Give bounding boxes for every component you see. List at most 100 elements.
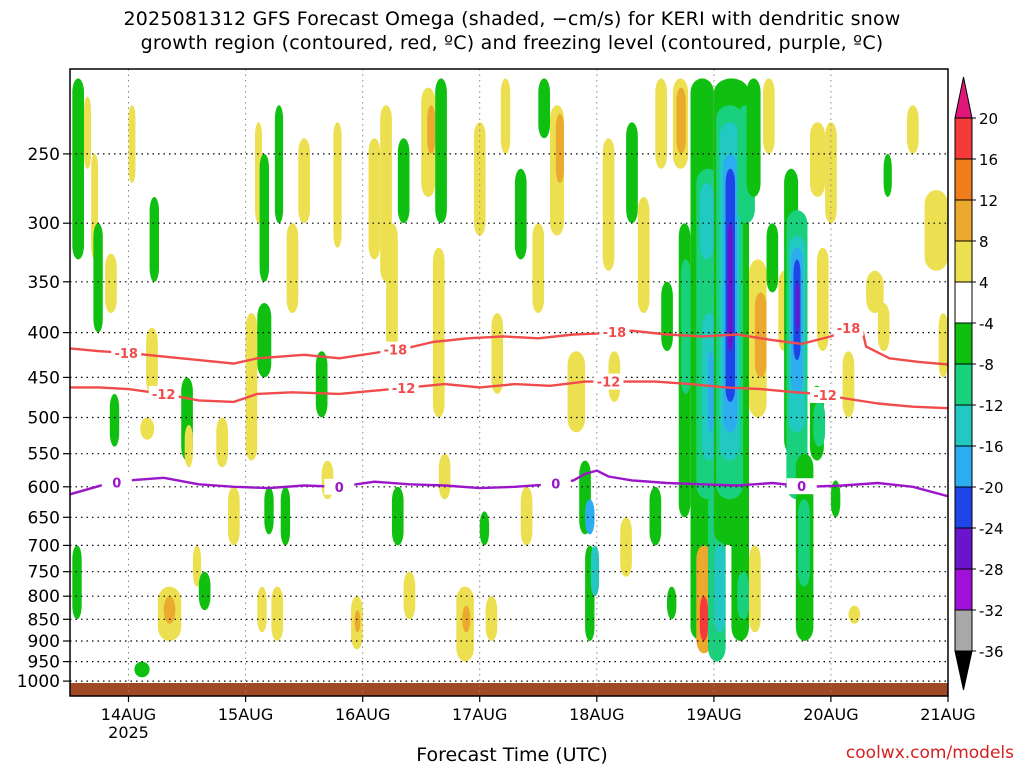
contour-line--18: [70, 319, 948, 366]
colorbar-label-7: -12: [979, 397, 1004, 415]
omega-shade-1: [84, 96, 91, 169]
omega-shade-40: [397, 138, 410, 224]
colorbar-swatch-9: [954, 445, 973, 488]
omega-shade-98: [754, 292, 767, 378]
omega-shade-20: [245, 313, 258, 461]
omega-shade-5: [109, 393, 120, 447]
colorbar-label-10: -24: [979, 520, 1004, 538]
omega-shade-60: [567, 351, 586, 433]
colorbar-label-8: -16: [979, 438, 1004, 456]
omega-shade-0: [72, 78, 84, 260]
x-tick-label-17: 17AUG: [452, 705, 507, 724]
omega-shade-99: [749, 545, 761, 633]
omega-shade-72: [661, 281, 673, 352]
omega-shade-84: [699, 596, 708, 641]
colorbar-label-2: 12: [979, 192, 998, 210]
colorbar-swatch-8: [954, 404, 973, 447]
omega-shade-65: [602, 138, 615, 271]
chart-title-line2: growth region (contoured, red, ºC) and f…: [140, 32, 884, 54]
omega-shade-4: [105, 253, 117, 314]
y-tick-label-950: 950: [28, 653, 60, 673]
contour-label--12-2: -12: [597, 376, 621, 391]
colorbar-label-11: -28: [979, 561, 1004, 579]
omega-shade-71: [655, 78, 667, 169]
omega-shade-116: [830, 480, 841, 518]
surface-fill: [70, 683, 948, 696]
colorbar-label-3: 8: [979, 233, 989, 251]
omega-shade-95: [737, 571, 749, 620]
omega-shade-49: [473, 122, 486, 236]
contour-label--18-0: -18: [114, 347, 138, 362]
colorbar-swatch-11: [954, 527, 973, 570]
omega-shade-86: [713, 545, 726, 633]
y-tick-label-500: 500: [28, 409, 60, 429]
colorbar-swatch-0: [954, 76, 973, 119]
omega-shade-82: [708, 351, 714, 433]
omega-shade-9: [140, 417, 155, 440]
x-axis-label: Forecast Time (UTC): [416, 744, 608, 766]
omega-shade-67: [620, 517, 632, 577]
colorbar-label-6: -8: [979, 356, 994, 374]
colorbar-label-12: -32: [979, 602, 1004, 620]
omega-shade-94: [731, 499, 749, 641]
omega-shade-38: [386, 223, 398, 352]
x-tick-label-15: 15AUG: [218, 705, 273, 724]
omega-shade-122: [907, 105, 919, 154]
y-tick-label-700: 700: [28, 536, 60, 556]
omega-shade-10: [149, 197, 159, 282]
omega-shade-31: [315, 351, 328, 418]
contour-label-bg-0-1: [324, 478, 355, 495]
omega-shade-80: [699, 183, 714, 260]
contour-label-bg--18-1: [380, 341, 411, 358]
colorbar-swatch-7: [954, 363, 973, 406]
colorbar-swatch-5: [954, 281, 973, 324]
colorbar-swatch-14: [954, 650, 973, 691]
omega-shade-23: [257, 303, 272, 378]
omega-shade-96: [746, 78, 761, 197]
y-tick-label-450: 450: [28, 368, 60, 388]
chart-title-line1: 2025081312 GFS Forecast Omega (shaded, −…: [123, 8, 901, 30]
omega-shade-115: [825, 122, 837, 224]
axis-ticks: 2503003504004505005506006507007508008509…: [17, 145, 976, 742]
colorbar-label-0: 20: [979, 110, 998, 128]
omega-shade-118: [848, 605, 861, 624]
contour-label-bg--12-0: [148, 385, 179, 402]
y-tick-label-600: 600: [28, 478, 60, 498]
omega-shade-57: [538, 78, 550, 139]
colorbar-label-5: -4: [979, 315, 994, 333]
omega-shade-114: [816, 247, 829, 352]
omega-shade-113: [813, 401, 826, 447]
y-tick-label-750: 750: [28, 563, 60, 583]
colorbar-swatch-13: [954, 609, 973, 652]
omega-shade-45: [435, 78, 447, 224]
omega-shade-73: [667, 586, 677, 620]
colorbar-swatch-12: [954, 568, 973, 611]
contour-label--18-2: -18: [603, 326, 627, 341]
contour-label-bg--18-2: [599, 324, 630, 341]
omega-shade-70: [649, 486, 662, 546]
omega-shade-62: [585, 499, 595, 535]
colorbar: 20 16 12 8 4 -4 -8 -12 -16 -20 -24 -28 -32 -36: [954, 76, 1004, 691]
omega-shade-3: [93, 223, 103, 333]
source-credit: coolwx.com/models: [845, 743, 1014, 763]
contour-label--12-0: -12: [152, 388, 176, 403]
y-tick-label-400: 400: [28, 324, 60, 344]
colorbar-swatch-3: [954, 199, 973, 242]
omega-shade-13: [163, 596, 176, 624]
omega-shade-111: [809, 122, 826, 197]
contour-label-bg--12-1: [388, 380, 419, 396]
omega-shade-26: [271, 586, 284, 641]
contour-layer: -18 -18 -18 -18 -12 -12 -12 -12 0 0 0 0: [70, 319, 948, 498]
x-tick-label-18: 18AUG: [569, 705, 624, 724]
x-tick-sublabel-14: 2025: [108, 723, 149, 742]
y-tick-label-900: 900: [28, 632, 60, 652]
omega-shade-17: [198, 571, 211, 611]
omega-shade-36: [368, 138, 381, 260]
omega-shade-30: [298, 138, 310, 224]
omega-shade-68: [626, 122, 638, 224]
y-tick-label-850: 850: [28, 610, 60, 630]
colorbar-swatch-4: [954, 240, 973, 283]
omega-shade-75: [676, 87, 686, 154]
omega-shade-6: [72, 545, 82, 620]
